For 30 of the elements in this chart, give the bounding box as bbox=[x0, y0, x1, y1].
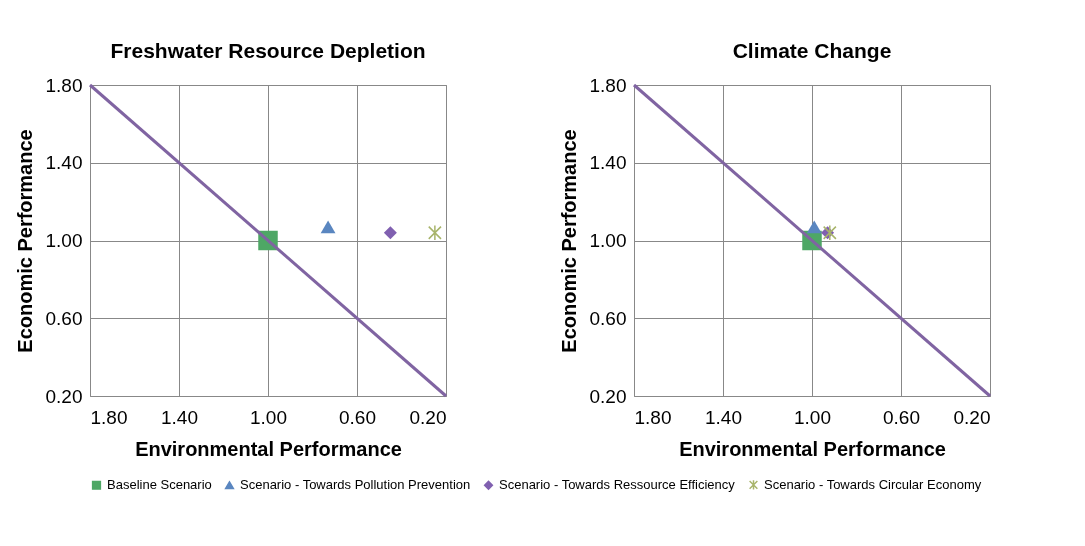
x-tick-label: 0.60 bbox=[883, 406, 920, 428]
y-axis-title: Economic Performance bbox=[13, 129, 36, 353]
y-tick-label: 1.00 bbox=[45, 230, 83, 251]
legend-label: Scenario - Towards Ressource Efficiency bbox=[499, 477, 736, 493]
y-tick-label: 1.80 bbox=[45, 74, 83, 96]
y-tick-label: 0.60 bbox=[589, 307, 627, 329]
y-tick-label: 1.40 bbox=[589, 152, 627, 174]
y-tick-label: 1.40 bbox=[45, 152, 83, 174]
x-tick-label: 1.80 bbox=[90, 406, 128, 428]
x-tick-label: 0.20 bbox=[409, 406, 447, 428]
x-tick-label: 1.40 bbox=[161, 406, 198, 428]
chart-title: Freshwater Resource Depletion bbox=[110, 39, 426, 62]
legend-label: Scenario - Towards Pollution Prevention bbox=[240, 477, 471, 493]
y-tick-label: 0.20 bbox=[589, 385, 627, 407]
chart-title: Climate Change bbox=[732, 39, 892, 62]
y-tick-label: 0.60 bbox=[45, 307, 83, 329]
legend-label: Scenario - Towards Circular Economy bbox=[764, 476, 982, 492]
y-tick-label: 1.80 bbox=[589, 74, 627, 96]
y-axis-title: Economic Performance bbox=[557, 129, 580, 353]
x-tick-label: 1.40 bbox=[705, 406, 742, 428]
x-tick-label: 1.00 bbox=[794, 406, 831, 428]
x-tick-label: 1.80 bbox=[634, 406, 672, 428]
y-tick-label: 1.00 bbox=[589, 230, 627, 251]
legend-label: Baseline Scenario bbox=[107, 477, 212, 493]
x-tick-label: 0.60 bbox=[339, 406, 376, 428]
x-axis-title: Environmental Performance bbox=[135, 437, 402, 460]
y-tick-label: 0.20 bbox=[45, 385, 83, 407]
x-tick-label: 0.20 bbox=[953, 406, 991, 428]
x-axis-title: Environmental Performance bbox=[679, 437, 946, 460]
x-tick-label: 1.00 bbox=[250, 406, 287, 428]
